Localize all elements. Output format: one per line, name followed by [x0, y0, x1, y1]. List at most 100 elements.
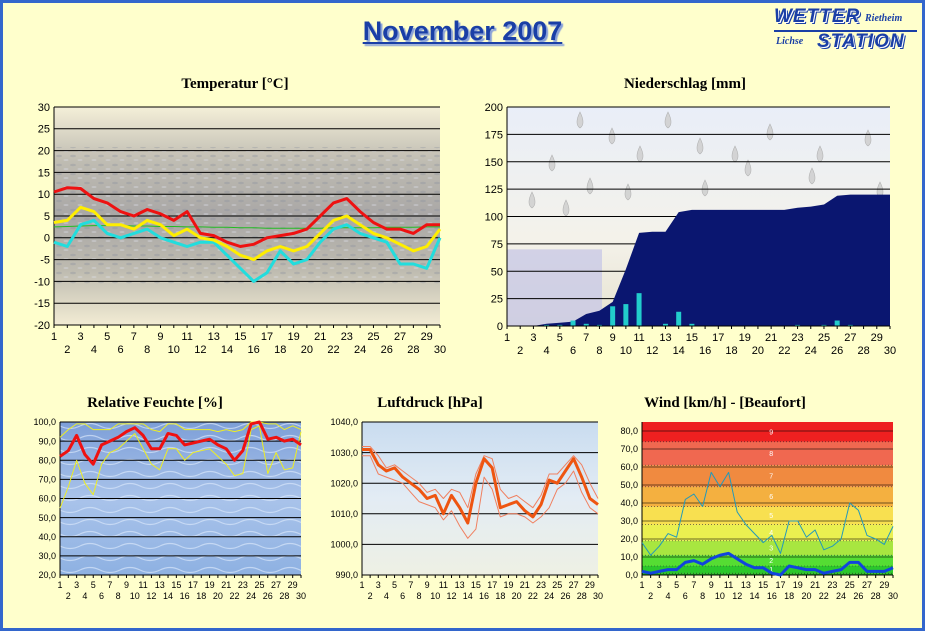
wind-xtick-label: 18	[784, 591, 794, 601]
wind-xtick-label: 15	[758, 580, 768, 590]
rain-drop-decoration	[586, 177, 594, 195]
temperature-xtick-label: 7	[131, 331, 137, 343]
humidity-ytick-label: 60,0	[38, 494, 56, 504]
wind-xtick-label: 2	[648, 591, 653, 601]
precipitation-xtick-label: 13	[659, 332, 671, 344]
humidity-xtick-label: 12	[146, 591, 156, 601]
precipitation-daily-bar	[834, 320, 840, 326]
temperature-xtick-label: 13	[208, 331, 220, 343]
wind-series-gust	[641, 471, 894, 556]
beaufort-band	[642, 555, 893, 566]
precipitation-ytick-label: 125	[485, 184, 503, 196]
logo-word2-pre: Lichse	[776, 36, 804, 47]
pressure-xtick-label: 13	[455, 580, 465, 590]
precipitation-xtick-label: 21	[765, 332, 777, 344]
humidity-ytick-label: 40,0	[38, 532, 56, 542]
precipitation-daily-bar	[596, 324, 602, 326]
humidity-xtick-label: 18	[196, 591, 206, 601]
wind-xtick-label: 28	[871, 591, 881, 601]
pressure-xtick-label: 8	[416, 591, 421, 601]
precipitation-daily-bar	[557, 324, 563, 326]
humidity-xtick-label: 15	[171, 580, 181, 590]
humidity-xtick-label: 10	[130, 591, 140, 601]
wind-xtick-label: 13	[741, 580, 751, 590]
humidity-xtick-label: 29	[288, 580, 298, 590]
temperature-ytick-label: -15	[34, 298, 50, 310]
beaufort-label: 9	[769, 429, 773, 436]
pressure-xtick-label: 1	[359, 580, 364, 590]
pressure-xtick-label: 12	[447, 591, 457, 601]
wind-xtick-label: 26	[853, 591, 863, 601]
precipitation-daily-bar	[676, 311, 682, 326]
wind-ytick-label: 10,0	[620, 552, 638, 562]
pressure-series-avg	[362, 448, 599, 525]
precipitation-daily-bar	[689, 323, 695, 326]
temperature-chart: -20-15-10-505101520253012345678910111213…	[34, 102, 446, 356]
humidity-xtick-label: 30	[296, 591, 306, 601]
precipitation-ytick-label: 175	[485, 129, 503, 141]
humidity-chart: 20,030,040,050,060,070,080,090,0100,0123…	[33, 417, 306, 601]
beaufort-band	[642, 540, 893, 556]
pressure-ytick-label: 990,0	[335, 570, 358, 580]
humidity-xtick-label: 17	[188, 580, 198, 590]
temperature-ytick-label: 0	[44, 233, 50, 245]
temperature-title: Temperatur [°C]	[181, 76, 289, 92]
wind-xtick-label: 10	[715, 591, 725, 601]
pressure-xtick-label: 16	[479, 591, 489, 601]
pressure-xtick-label: 27	[569, 580, 579, 590]
humidity-xtick-label: 2	[66, 591, 71, 601]
precipitation-xtick-label: 12	[646, 345, 658, 357]
precipitation-cumulative-area	[507, 194, 890, 326]
temperature-xtick-label: 16	[248, 344, 260, 356]
wind-series-avg	[641, 551, 894, 577]
humidity-ytick-label: 30,0	[38, 551, 56, 561]
pressure-xtick-label: 2	[368, 591, 373, 601]
temperature-xtick-label: 27	[394, 331, 406, 343]
precipitation-ytick-label: 200	[485, 102, 503, 114]
humidity-xtick-label: 28	[279, 591, 289, 601]
temperature-xtick-label: 5	[104, 331, 110, 343]
wind-ytick-label: 20,0	[620, 534, 638, 544]
humidity-ytick-label: 70,0	[38, 475, 56, 485]
pressure-xtick-label: 9	[425, 580, 430, 590]
precipitation-daily-bar	[583, 323, 589, 326]
beaufort-band	[642, 465, 893, 487]
temperature-ytick-label: -20	[34, 320, 50, 332]
temperature-ytick-label: 15	[38, 167, 50, 179]
wind-xtick-label: 25	[845, 580, 855, 590]
logo-word1-sub: Rietheim	[865, 13, 903, 24]
wind-xtick-label: 29	[879, 580, 889, 590]
temperature-series-min	[53, 218, 442, 283]
pressure-ytick-label: 1010,0	[330, 509, 358, 519]
wind-xtick-label: 12	[732, 591, 742, 601]
beaufort-label: 1	[769, 567, 773, 574]
temperature-xtick-label: 25	[367, 331, 379, 343]
humidity-xtick-label: 11	[138, 580, 147, 590]
pressure-xtick-label: 18	[495, 591, 505, 601]
humidity-ytick-label: 50,0	[38, 513, 56, 523]
beaufort-band	[642, 422, 893, 442]
precipitation-xtick-label: 10	[620, 345, 632, 357]
pressure-series-max	[362, 446, 599, 509]
wind-xtick-label: 24	[836, 591, 846, 601]
precipitation-daily-bar	[610, 306, 616, 326]
precipitation-xtick-label: 4	[544, 345, 550, 357]
humidity-xtick-label: 7	[107, 580, 112, 590]
temperature-xtick-label: 6	[117, 344, 123, 356]
wind-xtick-label: 21	[810, 580, 820, 590]
precipitation-xtick-label: 1	[504, 332, 510, 344]
precipitation-xtick-label: 20	[752, 345, 764, 357]
precipitation-daily-bar	[847, 324, 853, 326]
pressure-xtick-label: 23	[536, 580, 546, 590]
humidity-series-avg	[59, 420, 302, 466]
humidity-xtick-label: 8	[116, 591, 121, 601]
pressure-xtick-label: 5	[392, 580, 397, 590]
pressure-xtick-label: 30	[593, 591, 603, 601]
temperature-ytick-label: -5	[40, 254, 50, 266]
beaufort-band	[642, 524, 893, 541]
precipitation-xtick-label: 14	[673, 345, 685, 357]
wind-chart: 0,010,020,030,040,050,060,070,080,012345…	[620, 422, 898, 601]
precipitation-daily-bar	[636, 293, 642, 326]
pressure-xtick-label: 3	[376, 580, 381, 590]
humidity-xtick-label: 27	[271, 580, 281, 590]
